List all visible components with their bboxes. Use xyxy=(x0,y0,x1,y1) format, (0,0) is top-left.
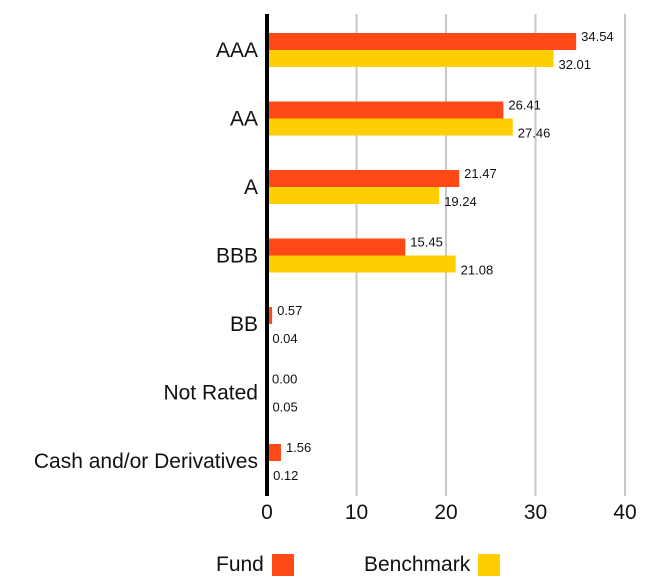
bar-fund-1 xyxy=(267,101,504,119)
data-label-fund: 26.41 xyxy=(508,98,541,113)
bar-fund-0 xyxy=(267,33,577,50)
x-tick-label: 30 xyxy=(524,501,547,524)
bar-fund-6 xyxy=(267,444,281,461)
bar-chart-svg: 0 10 20 30 40 AAA 34.54 32.01 AA 26.41 27.46 A 21.47… xyxy=(34,14,637,524)
data-label-benchmark: 0.05 xyxy=(272,400,297,415)
category-label: BBB xyxy=(216,245,258,268)
data-label-fund: 0.57 xyxy=(277,303,302,318)
x-tick-label: 40 xyxy=(613,501,636,524)
data-label-benchmark: 32.01 xyxy=(558,57,591,72)
category-label: Cash and/or Derivatives xyxy=(34,450,258,473)
legend-label-benchmark: Benchmark xyxy=(364,553,471,576)
data-label-benchmark: 0.04 xyxy=(272,331,297,346)
legend-item-benchmark: Benchmark xyxy=(364,552,501,578)
category-label: AAA xyxy=(216,39,258,62)
data-label-benchmark: 21.08 xyxy=(461,263,494,278)
bar-fund-4 xyxy=(267,307,273,324)
data-label-fund: 1.56 xyxy=(286,440,311,455)
category-label: BB xyxy=(230,313,258,336)
x-tick-label: 20 xyxy=(434,501,457,524)
category-label: Not Rated xyxy=(163,382,258,405)
data-label-benchmark: 0.12 xyxy=(273,468,298,483)
x-tick-label: 10 xyxy=(345,501,368,524)
data-label-fund: 21.47 xyxy=(464,166,497,181)
category-label: AA xyxy=(230,108,258,131)
bar-fund-2 xyxy=(267,170,460,187)
legend-swatch-fund xyxy=(271,554,294,576)
x-tick-label: 0 xyxy=(261,501,273,524)
data-label-fund: 34.54 xyxy=(581,29,614,44)
legend-item-fund: Fund xyxy=(216,552,294,578)
data-label-benchmark: 27.46 xyxy=(518,126,551,141)
data-label-fund: 15.45 xyxy=(410,235,443,250)
legend: Fund Benchmark xyxy=(0,552,653,579)
legend-swatch-benchmark xyxy=(478,554,501,576)
labels: 0 10 20 30 40 AAA 34.54 32.01 AA 26.41 27.46 A 21.47… xyxy=(34,29,637,524)
data-label-benchmark: 19.24 xyxy=(444,194,477,209)
bars xyxy=(267,33,577,478)
bar-fund-3 xyxy=(267,238,406,256)
data-label-fund: 0.00 xyxy=(272,372,297,387)
bar-benchmark-3 xyxy=(267,255,456,273)
bar-benchmark-0 xyxy=(267,50,554,67)
legend-label-fund: Fund xyxy=(216,553,264,576)
bar-benchmark-1 xyxy=(267,118,513,136)
bar-benchmark-2 xyxy=(267,187,440,204)
category-label: A xyxy=(244,176,258,199)
